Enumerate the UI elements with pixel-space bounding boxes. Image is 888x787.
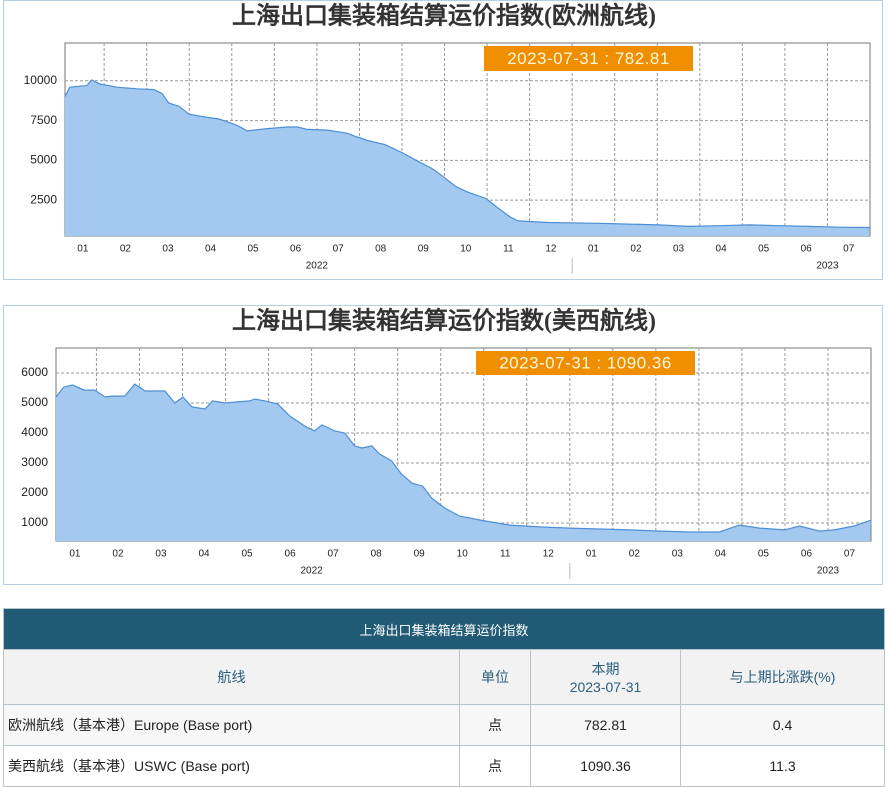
x-tick-label: 04 bbox=[198, 549, 210, 560]
y-tick-label: 1000 bbox=[21, 515, 48, 529]
x-tick-label: 01 bbox=[588, 244, 600, 255]
area bbox=[56, 384, 871, 541]
x-tick-label: 03 bbox=[673, 244, 685, 255]
cell: 11.3 bbox=[680, 745, 885, 787]
x-tick-label: 12 bbox=[545, 244, 557, 255]
x-tick-label: 06 bbox=[801, 244, 813, 255]
x-tick-label: 05 bbox=[758, 244, 770, 255]
x-tick-label: 05 bbox=[241, 549, 253, 560]
chart: 上海出口集装箱结算运价指数(欧洲航线) 2500 5000 7500 10000 01 02… bbox=[24, 2, 871, 274]
y-tick-label: 2500 bbox=[30, 192, 57, 206]
x-tick-label: 05 bbox=[247, 244, 259, 255]
chart: 上海出口集装箱结算运价指数(美西航线) 1000 2000 3000 4000 5000 6… bbox=[21, 307, 872, 579]
area-line bbox=[64, 79, 870, 229]
x-tick-label: 06 bbox=[285, 549, 297, 560]
year-label: 2023 bbox=[816, 261, 839, 272]
x-tick-label: 02 bbox=[629, 549, 641, 560]
x-tick-label: 11 bbox=[500, 549, 511, 560]
annotation: 2023-07-31 : 782.81 bbox=[507, 49, 670, 68]
x-tick-label: 01 bbox=[77, 244, 89, 255]
cell: 782.81 bbox=[530, 704, 681, 746]
year-label: 2023 bbox=[817, 566, 840, 577]
x-tick-label: 08 bbox=[375, 244, 387, 255]
x-tick-label: 05 bbox=[758, 549, 770, 560]
column-header: 与上期比涨跌(%) bbox=[680, 649, 885, 705]
x-tick-label: 10 bbox=[457, 549, 469, 560]
y-tick-label: 5000 bbox=[21, 395, 48, 409]
year-label: 2022 bbox=[306, 261, 329, 272]
x-tick-label: 02 bbox=[120, 244, 132, 255]
y-tick-label: 4000 bbox=[21, 425, 48, 439]
year-label: 2022 bbox=[300, 566, 323, 577]
cell: 美西航线（基本港）USWC (Base port) bbox=[3, 745, 460, 787]
y-tick-label: 10000 bbox=[24, 73, 58, 87]
x-tick-label: 02 bbox=[112, 549, 124, 560]
annotation-box bbox=[476, 351, 695, 375]
x-tick-label: 07 bbox=[843, 244, 855, 255]
price-table: 上海出口集装箱结算运价指数 航线 单位 本期 2023-07-31 与上期比涨跌… bbox=[3, 608, 885, 787]
y-tick-label: 6000 bbox=[21, 365, 48, 379]
x-tick-label: 04 bbox=[205, 244, 217, 255]
column-header: 航线 bbox=[3, 649, 460, 705]
x-tick-label: 03 bbox=[155, 549, 167, 560]
x-tick-label: 03 bbox=[162, 244, 174, 255]
chart-panel bbox=[3, 305, 883, 585]
x-tick-label: 07 bbox=[333, 244, 345, 255]
chart-title: 上海出口集装箱结算运价指数(欧洲航线) bbox=[232, 2, 656, 30]
cell: 点 bbox=[459, 745, 531, 787]
x-tick-label: 04 bbox=[715, 549, 727, 560]
x-tick-label: 07 bbox=[844, 549, 856, 560]
chart-panel bbox=[3, 0, 883, 280]
x-tick-label: 01 bbox=[69, 549, 81, 560]
y-tick-label: 3000 bbox=[21, 455, 48, 469]
y-tick-label: 7500 bbox=[30, 113, 57, 127]
y-tick-label: 2000 bbox=[21, 485, 48, 499]
cell: 0.4 bbox=[680, 704, 885, 746]
cell: 欧洲航线（基本港）Europe (Base port) bbox=[3, 704, 460, 746]
x-tick-label: 06 bbox=[801, 549, 813, 560]
cell: 点 bbox=[459, 704, 531, 746]
x-tick-label: 12 bbox=[543, 549, 555, 560]
x-tick-label: 04 bbox=[716, 244, 728, 255]
annotation-box bbox=[484, 46, 693, 71]
annotation: 2023-07-31 : 1090.36 bbox=[499, 353, 672, 372]
area bbox=[65, 80, 870, 236]
cell: 1090.36 bbox=[530, 745, 681, 787]
area-line bbox=[55, 383, 871, 533]
x-tick-label: 03 bbox=[672, 549, 684, 560]
chart-title: 上海出口集装箱结算运价指数(美西航线) bbox=[232, 307, 656, 335]
x-tick-label: 09 bbox=[418, 244, 430, 255]
column-header: 单位 bbox=[459, 649, 531, 705]
table-title: 上海出口集装箱结算运价指数 bbox=[3, 608, 885, 650]
x-tick-label: 02 bbox=[630, 244, 642, 255]
column-header: 本期 2023-07-31 bbox=[530, 649, 681, 705]
x-tick-label: 06 bbox=[290, 244, 302, 255]
x-tick-label: 01 bbox=[586, 549, 598, 560]
y-tick-label: 5000 bbox=[30, 153, 57, 167]
x-tick-label: 09 bbox=[414, 549, 426, 560]
x-tick-label: 10 bbox=[460, 244, 472, 255]
x-tick-label: 08 bbox=[371, 549, 383, 560]
x-tick-label: 11 bbox=[503, 244, 514, 255]
x-tick-label: 07 bbox=[328, 549, 340, 560]
